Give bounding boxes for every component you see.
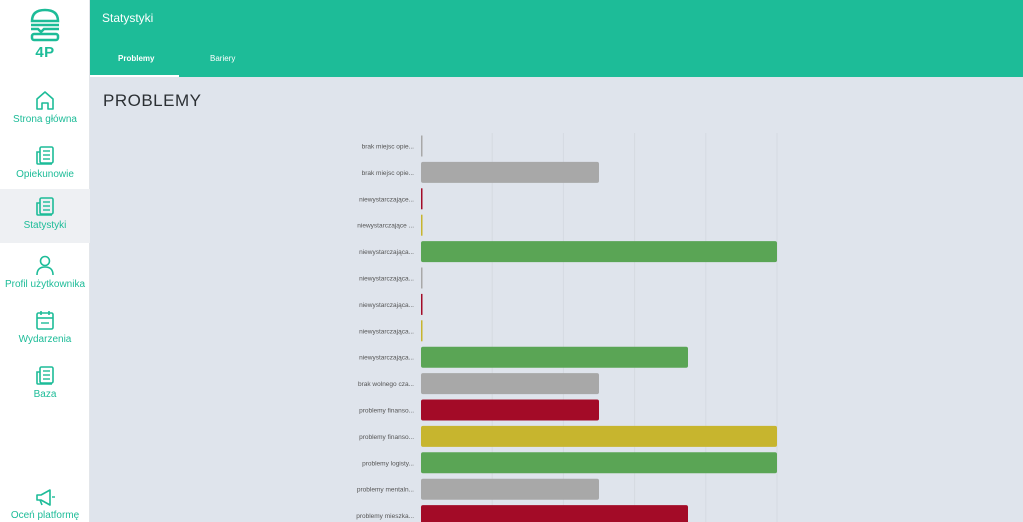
sidebar-item-label: Strona główna bbox=[13, 114, 77, 125]
sidebar-item-label: Profil użytkownika bbox=[4, 279, 86, 290]
bar[interactable] bbox=[421, 425, 777, 447]
bar[interactable] bbox=[421, 399, 599, 421]
bar[interactable] bbox=[421, 188, 423, 210]
document-icon bbox=[36, 146, 54, 165]
sidebar-item-statystyki[interactable]: Statystyki bbox=[0, 189, 90, 243]
user-icon bbox=[36, 255, 54, 276]
category-label: problemy finanso... bbox=[359, 408, 414, 415]
active-tab-indicator bbox=[90, 75, 179, 77]
sidebar-item-profil[interactable]: Profil użytkownika bbox=[0, 250, 90, 304]
bar[interactable] bbox=[421, 346, 688, 368]
sidebar-item-wydarzenia[interactable]: Wydarzenia bbox=[0, 305, 90, 359]
category-label: brak miejsc opie... bbox=[362, 144, 415, 151]
category-label: niewystarczająca... bbox=[359, 276, 414, 283]
bar[interactable] bbox=[421, 373, 599, 395]
tab-problemy[interactable]: Problemy bbox=[118, 54, 155, 63]
category-label: niewystarczające ... bbox=[357, 223, 414, 230]
rate-platform-button[interactable]: Oceń platformę bbox=[0, 483, 90, 522]
category-label: niewystarczająca... bbox=[359, 328, 414, 335]
sidebar: 4P Strona główna Opiekunowie Statystyki bbox=[0, 0, 90, 522]
category-label: problemy logisty... bbox=[362, 460, 414, 467]
category-label: niewystarczająca... bbox=[359, 302, 414, 309]
sidebar-item-label: Wydarzenia bbox=[18, 334, 72, 345]
bar[interactable] bbox=[421, 135, 423, 157]
chart-svg: brak miejsc opie... brak miejsc opie... ni… bbox=[356, 133, 778, 522]
home-icon bbox=[36, 91, 54, 110]
sidebar-item-opiekunowie[interactable]: Opiekunowie bbox=[0, 140, 90, 194]
category-label: problemy finanso... bbox=[359, 434, 414, 441]
problems-bar-chart: brak miejsc opie... brak miejsc opie... ni… bbox=[90, 125, 1023, 522]
sidebar-item-label: Opiekunowie bbox=[16, 169, 74, 180]
category-label: niewystarczające... bbox=[359, 196, 414, 203]
top-bar: Statystyki Problemy Bariery bbox=[90, 0, 1023, 77]
tab-bariery[interactable]: Bariery bbox=[210, 54, 236, 63]
rate-platform-label: Oceń platformę bbox=[10, 510, 80, 521]
document-icon bbox=[36, 197, 54, 216]
category-label: brak miejsc opie... bbox=[362, 170, 415, 177]
sidebar-item-label: Statystyki bbox=[23, 220, 67, 231]
sidebar-item-label: Baza bbox=[33, 389, 57, 400]
calendar-icon bbox=[36, 311, 54, 330]
sidebar-item-home[interactable]: Strona główna bbox=[0, 85, 90, 139]
brand-name: 4P bbox=[35, 44, 55, 61]
document-icon bbox=[36, 366, 54, 385]
bar[interactable] bbox=[421, 293, 423, 315]
bar[interactable] bbox=[421, 267, 423, 289]
burger-logo-icon bbox=[30, 8, 60, 42]
sidebar-item-baza[interactable]: Baza bbox=[0, 360, 90, 414]
bar[interactable] bbox=[421, 214, 423, 236]
category-label: problemy mieszka... bbox=[356, 513, 414, 520]
bar[interactable] bbox=[421, 452, 777, 474]
category-label: brak wolnego cza... bbox=[358, 381, 414, 388]
category-label: niewystarczająca... bbox=[359, 355, 414, 362]
category-label: niewystarczająca... bbox=[359, 249, 414, 256]
brand-logo[interactable]: 4P bbox=[0, 8, 90, 61]
bar[interactable] bbox=[421, 161, 599, 183]
bar[interactable] bbox=[421, 320, 423, 342]
bar[interactable] bbox=[421, 241, 777, 263]
bar[interactable] bbox=[421, 505, 688, 522]
section-heading: PROBLEMY bbox=[103, 91, 202, 110]
bar[interactable] bbox=[421, 478, 599, 500]
category-label: problemy mentaln... bbox=[357, 487, 414, 494]
megaphone-icon bbox=[36, 489, 55, 506]
page-title: Statystyki bbox=[102, 11, 154, 25]
